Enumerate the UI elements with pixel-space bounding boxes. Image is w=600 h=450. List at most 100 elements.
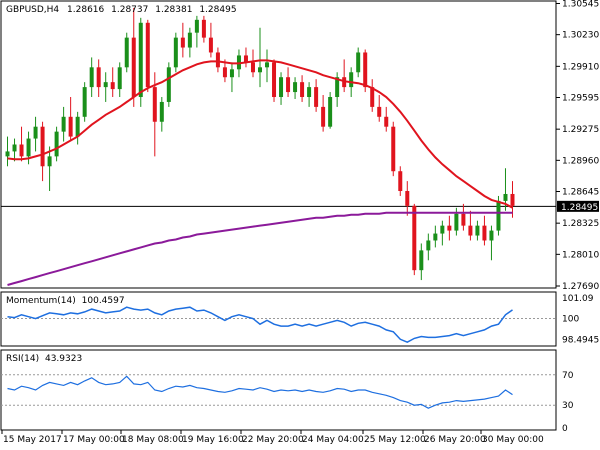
- candle: [124, 32, 129, 73]
- candle: [370, 79, 375, 112]
- candle: [103, 72, 108, 102]
- rsi-line: [7, 375, 513, 409]
- candle: [335, 72, 340, 107]
- candle: [194, 15, 199, 48]
- price-tick-label: 1.27690: [562, 282, 599, 292]
- candle: [412, 203, 417, 276]
- candle: [131, 7, 136, 107]
- candle: [433, 225, 438, 248]
- candle: [468, 210, 473, 241]
- candle: [300, 75, 305, 102]
- candle: [110, 67, 115, 98]
- candle: [475, 220, 480, 241]
- candle: [426, 233, 431, 261]
- y-axis-labels: 1.30545 1.30230 1.29910 1.29595 1.29275 1.289…: [556, 0, 599, 434]
- candle: [243, 47, 248, 68]
- price-tick-label: 1.29910: [562, 62, 599, 72]
- current-price-label: 1.28495: [561, 203, 598, 213]
- candle: [82, 82, 87, 122]
- rsi-value: 43.9323: [45, 354, 82, 364]
- candle: [258, 27, 262, 88]
- chart-header: GBPUSD,H4 1.28616 1.28737 1.28381 1.2849…: [6, 5, 237, 15]
- candle: [419, 243, 424, 281]
- x-tick-label: 17 May 00:00: [63, 435, 125, 445]
- candle: [173, 32, 178, 73]
- candle: [33, 116, 38, 152]
- candle: [54, 126, 59, 162]
- x-tick-label: 22 May 20:00: [242, 435, 304, 445]
- rsi-tick-label: 70: [562, 371, 574, 381]
- candle: [75, 111, 80, 145]
- candle: [447, 215, 452, 241]
- x-tick-label: 30 May 00:00: [482, 435, 544, 445]
- candle: [391, 121, 396, 177]
- candle: [187, 27, 192, 58]
- price-tick-label: 1.30545: [562, 0, 599, 9]
- candle: [377, 95, 382, 122]
- candle: [61, 106, 66, 142]
- candle: [166, 62, 171, 107]
- candle: [145, 19, 150, 93]
- x-tick-label: 15 May 2017: [3, 435, 62, 445]
- momentum-header: Momentum(14) 100.4597: [6, 296, 125, 306]
- candle: [314, 79, 319, 112]
- candle: [286, 67, 291, 98]
- candle: [159, 97, 164, 132]
- price-tick-label: 1.30230: [562, 31, 599, 41]
- candle: [321, 95, 326, 132]
- price-tick-label: 1.29595: [562, 93, 599, 103]
- candle: [19, 126, 24, 162]
- fast-moving-average-line: [7, 59, 513, 209]
- candle: [40, 121, 45, 182]
- price-tick-label: 1.28010: [562, 250, 599, 260]
- momentum-line: [7, 306, 513, 344]
- candle: [356, 47, 361, 78]
- momentum-tick-label: 98.4945: [562, 335, 599, 345]
- slow-moving-average-line: [7, 211, 513, 286]
- x-tick-label: 25 May 12:00: [364, 435, 426, 445]
- candle: [440, 220, 445, 246]
- price-tick-label: 1.29275: [562, 125, 599, 135]
- candle: [201, 15, 206, 43]
- rsi-tick-label: 30: [562, 401, 574, 411]
- price-panel[interactable]: [0, 0, 557, 289]
- candle: [89, 57, 94, 98]
- close-value: 1.28495: [199, 5, 236, 15]
- candle: [279, 72, 284, 105]
- candle: [510, 181, 515, 218]
- candle: [208, 22, 213, 58]
- candle: [47, 146, 52, 192]
- candle: [96, 59, 101, 98]
- rsi-series: [1, 374, 556, 409]
- candle: [405, 181, 410, 216]
- current-price-tag: 1.28495: [557, 200, 599, 213]
- rsi-header: RSI(14) 43.9323: [6, 354, 82, 364]
- candle: [68, 97, 73, 142]
- candle: [328, 92, 333, 129]
- candle: [398, 166, 403, 196]
- candle: [117, 62, 122, 98]
- rsi-tick-label: 0: [562, 424, 568, 434]
- x-tick-label: 26 May 20:00: [424, 435, 486, 445]
- candle: [12, 138, 17, 162]
- candle: [384, 106, 389, 132]
- price-tick-label: 1.28645: [562, 188, 599, 198]
- momentum-series: [1, 306, 556, 344]
- momentum-tick-label: 100: [562, 315, 579, 325]
- rsi-label: RSI(14): [6, 354, 39, 364]
- x-tick-label: 18 May 08:00: [122, 435, 184, 445]
- symbol-label: GBPUSD,H4: [6, 5, 59, 15]
- price-tick-label: 1.28960: [562, 156, 599, 166]
- price-tick-label: 1.28325: [562, 219, 599, 229]
- x-tick-label: 24 May 04:00: [302, 435, 364, 445]
- candle: [489, 225, 494, 261]
- candle: [461, 203, 466, 231]
- rsi-panel[interactable]: [0, 349, 557, 431]
- price-series: [1, 7, 556, 286]
- candle: [307, 82, 312, 107]
- candle: [5, 136, 10, 167]
- momentum-label: Momentum(14): [6, 296, 76, 306]
- candle: [229, 62, 234, 93]
